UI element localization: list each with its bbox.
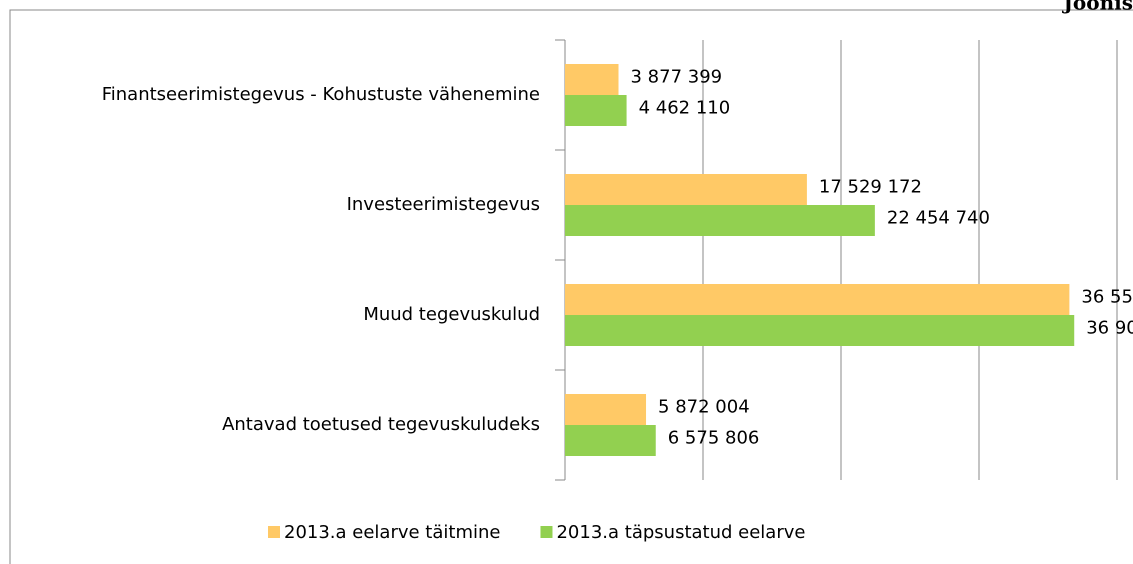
legend-label: 2013.a eelarve täitmine xyxy=(284,522,500,543)
value-label: 22 454 740 xyxy=(887,208,990,229)
legend-swatch xyxy=(540,526,552,538)
page: Joonis Finantseerimistegevus - Kohustust… xyxy=(0,0,1133,564)
value-label: 5 872 004 xyxy=(658,397,750,418)
bar xyxy=(565,394,646,425)
bar xyxy=(565,64,619,95)
bar xyxy=(565,284,1069,315)
value-label: 36 900 396 xyxy=(1086,318,1133,339)
category-label: Antavad toetused tegevuskuludeks xyxy=(222,414,540,435)
chart: Joonis Finantseerimistegevus - Kohustust… xyxy=(0,0,1133,564)
category-label: Finantseerimistegevus - Kohustuste vähen… xyxy=(102,84,540,105)
figure-title: Joonis xyxy=(1061,0,1133,15)
legend-swatch xyxy=(268,526,280,538)
value-label: 4 462 110 xyxy=(639,98,731,119)
value-label: 17 529 172 xyxy=(819,177,922,198)
bar xyxy=(565,174,807,205)
value-label: 6 575 806 xyxy=(668,428,760,449)
value-label: 3 877 399 xyxy=(631,67,723,88)
bar xyxy=(565,205,875,236)
bar xyxy=(565,95,627,126)
bar xyxy=(565,315,1074,346)
category-label: Investeerimistegevus xyxy=(347,194,540,215)
legend-label: 2013.a täpsustatud eelarve xyxy=(556,522,805,543)
bar xyxy=(565,425,656,456)
value-label: 36 550 624 xyxy=(1081,287,1133,308)
category-label: Muud tegevuskulud xyxy=(363,304,540,325)
